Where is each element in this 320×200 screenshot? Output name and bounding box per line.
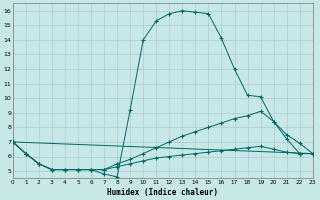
X-axis label: Humidex (Indice chaleur): Humidex (Indice chaleur) xyxy=(107,188,218,197)
